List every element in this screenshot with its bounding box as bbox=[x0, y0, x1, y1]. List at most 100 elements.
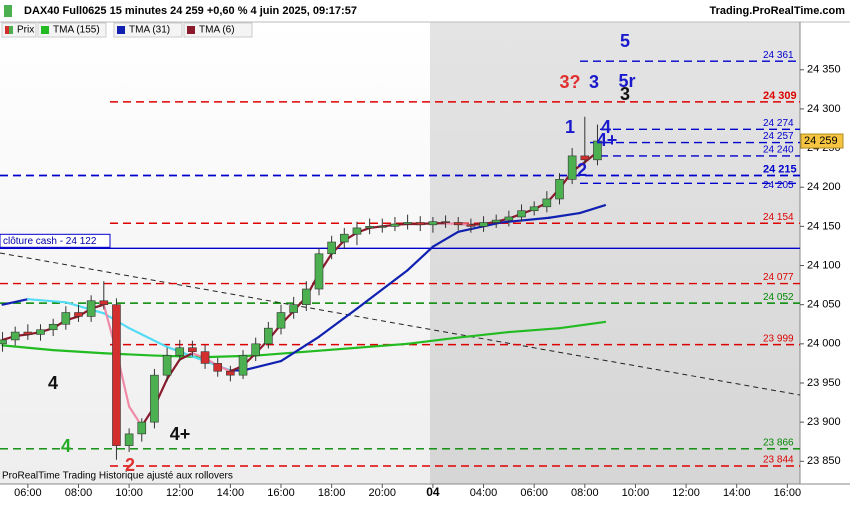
candle-body bbox=[150, 374, 159, 423]
candle-body bbox=[213, 363, 223, 372]
candle-body bbox=[428, 221, 438, 226]
y-tick-label: 24 100 bbox=[807, 259, 841, 271]
legend-frame bbox=[37, 22, 107, 38]
x-tick-label: 14:00 bbox=[217, 487, 245, 499]
candle-body bbox=[226, 370, 235, 376]
candle-body bbox=[593, 140, 602, 161]
candle-body bbox=[327, 241, 336, 255]
ma-segment bbox=[203, 354, 257, 359]
legend-icon bbox=[41, 26, 49, 34]
candle-body bbox=[441, 221, 450, 223]
wave-label: 2 bbox=[125, 455, 135, 475]
candle-body bbox=[491, 219, 501, 223]
candle-body bbox=[276, 312, 286, 329]
footer: ProRealTime Trading Historique ajusté au… bbox=[2, 471, 233, 482]
candle-body bbox=[36, 329, 45, 335]
level-label: 24 257 bbox=[763, 131, 794, 142]
candle-body bbox=[0, 339, 7, 345]
ma-segment bbox=[317, 307, 359, 338]
level-label: 24 215 bbox=[763, 163, 797, 175]
candle-body bbox=[340, 233, 349, 243]
x-tick-label: 20:00 bbox=[369, 487, 397, 499]
candle-body bbox=[124, 433, 134, 446]
candle-body bbox=[23, 331, 33, 335]
legend-label: TMA (6) bbox=[199, 25, 235, 36]
level-label: 23 844 bbox=[763, 455, 794, 466]
candle-body bbox=[10, 331, 20, 341]
level-label: 24 274 bbox=[763, 118, 794, 129]
y-tick-label: 24 350 bbox=[807, 64, 841, 76]
ma-segment bbox=[578, 204, 607, 215]
y-tick-label: 23 950 bbox=[807, 377, 841, 389]
x-tick-label: 12:00 bbox=[166, 487, 194, 499]
y-tick-label: 24 050 bbox=[807, 299, 841, 311]
y-tick-label: 24 300 bbox=[807, 103, 841, 115]
title-icon bbox=[4, 5, 12, 17]
ma-segment bbox=[457, 221, 503, 233]
candle-body bbox=[162, 355, 172, 376]
y-tick-label: 24 150 bbox=[807, 220, 841, 232]
candle-body bbox=[504, 216, 514, 221]
ma-segment bbox=[431, 230, 460, 248]
legend-label: Prix bbox=[17, 25, 34, 36]
candle-body bbox=[453, 222, 463, 226]
candle-body bbox=[390, 223, 400, 227]
ma-segment bbox=[254, 350, 308, 357]
level-label: 24 052 bbox=[763, 292, 794, 303]
last-price-box bbox=[800, 133, 844, 149]
candle-body bbox=[529, 206, 539, 212]
ma-segment bbox=[241, 359, 283, 372]
candle-body bbox=[314, 253, 324, 290]
ma-segment bbox=[355, 269, 409, 310]
ma-segment bbox=[165, 345, 207, 363]
x-tick-label: 04 bbox=[426, 485, 440, 499]
ma-segment bbox=[178, 352, 194, 361]
candle-body bbox=[403, 222, 412, 225]
ma-segment bbox=[1, 344, 55, 352]
close-label: clôture cash - 24 122 bbox=[3, 236, 97, 247]
candle-body bbox=[48, 323, 58, 331]
level-label: 24 309 bbox=[763, 90, 797, 102]
x-tick-label: 04:00 bbox=[470, 487, 498, 499]
candle-body bbox=[377, 226, 387, 228]
ma-segment bbox=[279, 335, 321, 363]
ma-segment bbox=[548, 211, 581, 219]
ma-segment bbox=[507, 327, 561, 334]
y-tick-label: 23 850 bbox=[807, 455, 841, 467]
legend-frame bbox=[113, 22, 183, 38]
last-price-label: 24 259 bbox=[804, 135, 838, 147]
trend-line bbox=[0, 252, 801, 396]
candle-body bbox=[175, 347, 185, 356]
wave-label: 5r bbox=[618, 71, 635, 91]
plot-bg-right bbox=[430, 22, 800, 484]
level-label: 23 999 bbox=[763, 333, 794, 344]
x-tick-label: 08:00 bbox=[65, 487, 93, 499]
wave-label: 1 bbox=[565, 117, 575, 137]
candle-body bbox=[238, 355, 248, 376]
wave-label: 4 bbox=[61, 436, 71, 456]
wave-label: 4+ bbox=[170, 424, 191, 444]
legend-icon bbox=[187, 26, 195, 34]
candle-body bbox=[479, 222, 488, 227]
level-label: 24 077 bbox=[763, 272, 794, 283]
ma-segment bbox=[1, 298, 29, 306]
wave-label: 4+ bbox=[597, 130, 618, 150]
wave-label: 4 bbox=[601, 117, 611, 137]
ma-segment bbox=[305, 346, 359, 353]
x-tick-label: 12:00 bbox=[672, 487, 700, 499]
ma-segment bbox=[558, 320, 607, 330]
x-tick-label: 16:00 bbox=[774, 487, 802, 499]
x-tick-label: 18:00 bbox=[318, 487, 346, 499]
level-label: 23 866 bbox=[763, 437, 794, 448]
candle-body bbox=[264, 327, 273, 345]
candle-body bbox=[365, 226, 374, 229]
y-tick-label: 24 000 bbox=[807, 338, 841, 350]
candle-body bbox=[352, 227, 362, 235]
ma-segment bbox=[457, 330, 510, 339]
x-tick-label: 10:00 bbox=[622, 487, 650, 499]
candle-body bbox=[466, 224, 476, 227]
legend-label: TMA (31) bbox=[129, 25, 170, 36]
candle-body bbox=[517, 210, 526, 218]
y-tick-label: 24 200 bbox=[807, 181, 841, 193]
